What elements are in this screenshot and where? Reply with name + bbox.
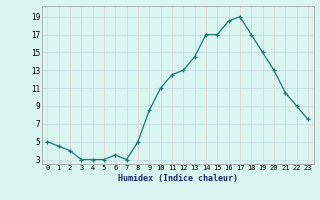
- X-axis label: Humidex (Indice chaleur): Humidex (Indice chaleur): [118, 174, 237, 183]
